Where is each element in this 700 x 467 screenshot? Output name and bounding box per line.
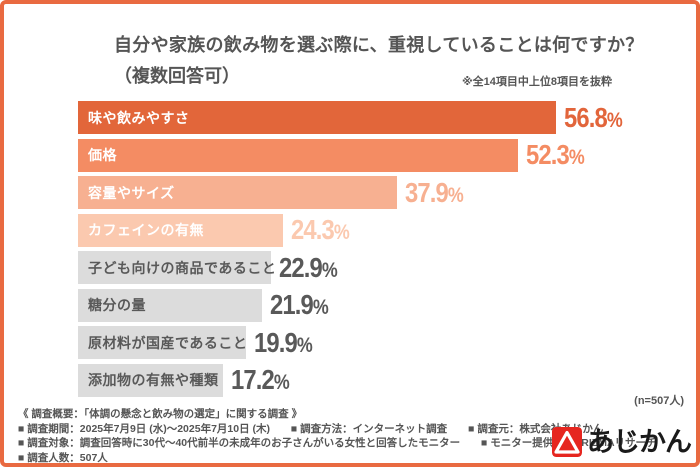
bar: カフェインの有無 xyxy=(78,213,283,247)
percent-sign: % xyxy=(333,221,350,244)
bar-row: 糖分の量 21.9% xyxy=(78,288,696,322)
horizontal-bar-chart: 味や飲みやすさ 56.8% 価格 52.3% 容量やサイズ 37.9% カフェイ… xyxy=(78,101,696,401)
chart-title: 自分や家族の飲み物を選ぶ際に、重視していることは何ですか？ （複数回答可） xyxy=(114,32,644,89)
company-logo: あじかん xyxy=(552,427,692,457)
bar-category-label: 容量やサイズ xyxy=(88,184,175,201)
bar-value-label: 56.8% xyxy=(564,101,623,133)
bar-value-label: 17.2% xyxy=(230,364,290,395)
bar-row: 原材料が国産であること 19.9% xyxy=(78,326,696,359)
bar-value-label: 24.3% xyxy=(290,214,350,245)
excerpt-note: ※全14項目中上位8項目を抜粋 xyxy=(461,76,612,88)
bar-row: 子ども向けの商品であること 22.9% xyxy=(78,251,696,284)
bar-value-label: 19.9% xyxy=(253,326,313,358)
survey-period: ■ 調査期間：2025年7月9日 (水)～2025年7月10日 (木) xyxy=(18,422,270,435)
percent-sign: % xyxy=(313,296,329,319)
bar-category-label: 子ども向けの商品であること xyxy=(88,259,277,276)
survey-respondents: ■ 調査人数：507人 xyxy=(18,451,108,464)
survey-detail-line-3: ■ 調査人数：507人 xyxy=(18,451,675,464)
percent-sign: % xyxy=(607,108,623,132)
bar-value-label: 22.9% xyxy=(278,251,338,283)
ajikan-triangle-logo-icon xyxy=(552,427,582,457)
percent-sign: % xyxy=(569,146,585,169)
chart-title-line1: 自分や家族の飲み物を選ぶ際に、重視していることは何ですか？ xyxy=(114,35,644,55)
survey-target: ■ 調査対象：調査回答時に30代～40代前半の未成年のお子さんがいる女性と回答し… xyxy=(18,437,461,449)
bar: 原材料が国産であること xyxy=(78,326,248,359)
bar-value-label: 37.9% xyxy=(405,176,464,208)
bar-category-label: 添加物の有無や種類 xyxy=(88,372,219,388)
bar-row: 容量やサイズ 37.9% xyxy=(78,176,696,209)
bar: 味や飲みやすさ xyxy=(78,101,557,134)
bar: 価格 xyxy=(78,138,519,172)
bar: 糖分の量 xyxy=(78,288,263,322)
percent-sign: % xyxy=(448,183,464,207)
survey-summary-line: 《 調査概要：「体調の懸念と飲み物の選定」に関する調査 》 xyxy=(18,407,675,422)
bar-category-label: 価格 xyxy=(88,147,117,163)
percent-sign: % xyxy=(273,371,290,394)
survey-overview-footer: 《 調査概要：「体調の懸念と飲み物の選定」に関する調査 》 ■ 調査期間：202… xyxy=(18,407,675,464)
sample-size-note: (n=507人) xyxy=(634,395,684,407)
survey-summary: 《 調査概要：「体調の懸念と飲み物の選定」に関する調査 》 xyxy=(18,408,303,420)
bar-row: カフェインの有無 24.3% xyxy=(78,213,696,247)
bar: 容量やサイズ xyxy=(78,176,398,209)
bar-category-label: 糖分の量 xyxy=(88,297,146,313)
bar: 添加物の有無や種類 xyxy=(78,363,223,397)
chart-title-line2: （複数回答可） xyxy=(114,66,240,86)
bar-value-label: 21.9% xyxy=(270,289,329,320)
bar-value-label: 52.3% xyxy=(526,139,585,170)
percent-sign: % xyxy=(296,333,312,357)
company-logo-text: あじかん xyxy=(587,427,692,457)
bar-row: 添加物の有無や種類 17.2% xyxy=(78,363,696,397)
survey-method: ■ 調査方法：インターネット調査 xyxy=(290,422,448,435)
bar-category-label: 原材料が国産であること xyxy=(88,334,248,351)
bar: 子ども向けの商品であること xyxy=(78,251,276,284)
bar-category-label: カフェインの有無 xyxy=(88,222,204,238)
bar-row: 価格 52.3% xyxy=(78,138,696,172)
bar-row: 味や飲みやすさ 56.8% xyxy=(78,101,696,134)
bar-category-label: 味や飲みやすさ xyxy=(88,109,190,126)
percent-sign: % xyxy=(321,258,338,282)
